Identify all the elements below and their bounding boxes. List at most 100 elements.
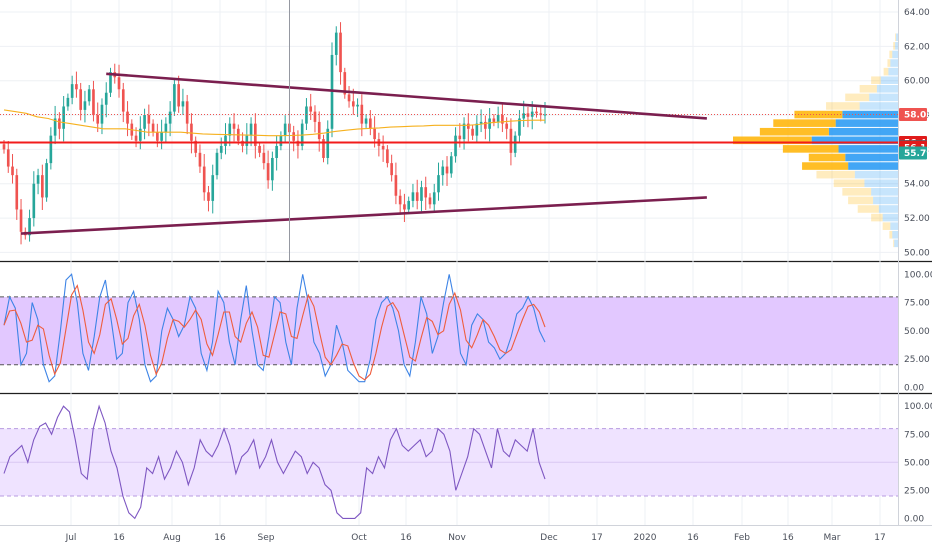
candle-body	[190, 123, 193, 141]
candle-body	[403, 204, 406, 210]
moving-average-line	[3, 109, 545, 137]
vp-up-bar	[845, 153, 898, 162]
candle-body	[168, 111, 172, 124]
candle-body	[164, 123, 168, 133]
time-tick-label: Dec	[540, 533, 557, 543]
osc-tick-label: 50.00	[904, 327, 930, 337]
candle-body	[62, 106, 65, 129]
candle-body	[49, 135, 53, 164]
candle-body	[484, 121, 487, 129]
candle-body	[143, 115, 146, 129]
price-tick-label: 64.00	[904, 8, 930, 18]
candle-body	[185, 101, 189, 124]
vp-up-bar	[838, 145, 898, 153]
vp-down-bar	[733, 136, 812, 145]
candle-body	[87, 89, 91, 102]
candle-body	[479, 121, 483, 124]
candle-body	[458, 135, 462, 140]
price-tick-label: 60.00	[904, 77, 930, 87]
vp-down-bar	[842, 188, 872, 196]
vp-down-bar	[794, 110, 843, 119]
candle-body	[207, 192, 210, 201]
vp-up-bar	[880, 76, 898, 84]
stochastic-panel	[0, 273, 898, 383]
osc-tick-label: 100.00	[904, 402, 932, 412]
vp-up-bar	[888, 67, 898, 76]
vp-up-bar	[859, 102, 898, 110]
price-label-box	[899, 108, 927, 122]
osc-tick-label: 75.00	[904, 299, 930, 309]
candle-body	[369, 118, 372, 129]
osc-tick-label: 0.00	[904, 383, 924, 393]
candle-body	[488, 118, 491, 129]
candle-body	[45, 163, 48, 198]
candle-body	[428, 197, 432, 205]
candle-body	[526, 113, 530, 117]
candle-body	[53, 118, 57, 136]
vp-up-bar	[854, 170, 898, 179]
candle-body	[58, 118, 61, 129]
candle-body	[66, 97, 70, 107]
candle-body	[360, 104, 364, 124]
candle-body	[398, 195, 402, 205]
stoch-d-line	[3, 284, 546, 381]
candle-body	[173, 84, 176, 112]
candle-body	[279, 135, 283, 146]
candle-body	[266, 163, 270, 181]
vp-down-bar	[782, 145, 839, 153]
candle-body	[505, 123, 508, 129]
upper-trendline	[106, 72, 707, 120]
candle-body	[249, 123, 253, 136]
vp-down-bar	[882, 222, 891, 230]
candle-body	[522, 113, 526, 119]
vp-down-bar	[871, 76, 881, 84]
candle-body	[543, 114, 547, 116]
candle-body	[117, 77, 121, 90]
candle-body	[449, 156, 453, 174]
time-tick-label: 17	[591, 533, 602, 543]
price-label-text: 55.79	[904, 149, 932, 159]
candle-body	[351, 101, 355, 107]
time-tick-label: 16	[214, 533, 226, 543]
candle-body	[513, 135, 517, 153]
candle-body	[15, 175, 19, 210]
candle-body	[138, 128, 142, 141]
axes: 64.0062.0060.0058.0056.0054.0052.0050.00…	[65, 8, 932, 543]
vp-up-bar	[873, 196, 898, 205]
vp-up-bar	[811, 136, 898, 145]
candle-body	[407, 200, 411, 210]
candle-body	[6, 149, 10, 167]
vp-down-bar	[802, 162, 849, 170]
candle-body	[198, 152, 202, 167]
price-tick-label: 52.00	[904, 214, 930, 224]
candle-body	[156, 132, 159, 141]
rsi-line	[3, 404, 546, 520]
candle-body	[79, 89, 82, 110]
vp-up-bar	[892, 230, 898, 239]
candle-body	[215, 152, 219, 176]
vp-down-bar	[889, 230, 893, 239]
candle-body	[471, 128, 474, 136]
time-tick-label: Oct	[351, 533, 367, 543]
candle-body	[467, 123, 470, 129]
candle-body	[381, 145, 385, 150]
vp-up-bar	[848, 162, 898, 170]
candle-body	[390, 163, 393, 176]
candle-body	[92, 89, 95, 116]
vp-up-bar	[864, 179, 898, 188]
vp-up-bar	[882, 213, 898, 222]
vp-down-bar	[833, 179, 865, 188]
time-tick-label: 16	[400, 533, 412, 543]
candle-body	[496, 115, 500, 122]
candle-body	[415, 192, 419, 201]
candle-body	[462, 123, 466, 140]
candle-body	[11, 166, 14, 176]
vp-up-bar	[835, 119, 898, 127]
vp-up-bar	[878, 205, 898, 213]
vp-up-bar	[890, 59, 898, 67]
lower-trendline	[20, 196, 707, 235]
candle-body	[313, 111, 317, 122]
candle-body	[151, 123, 155, 133]
